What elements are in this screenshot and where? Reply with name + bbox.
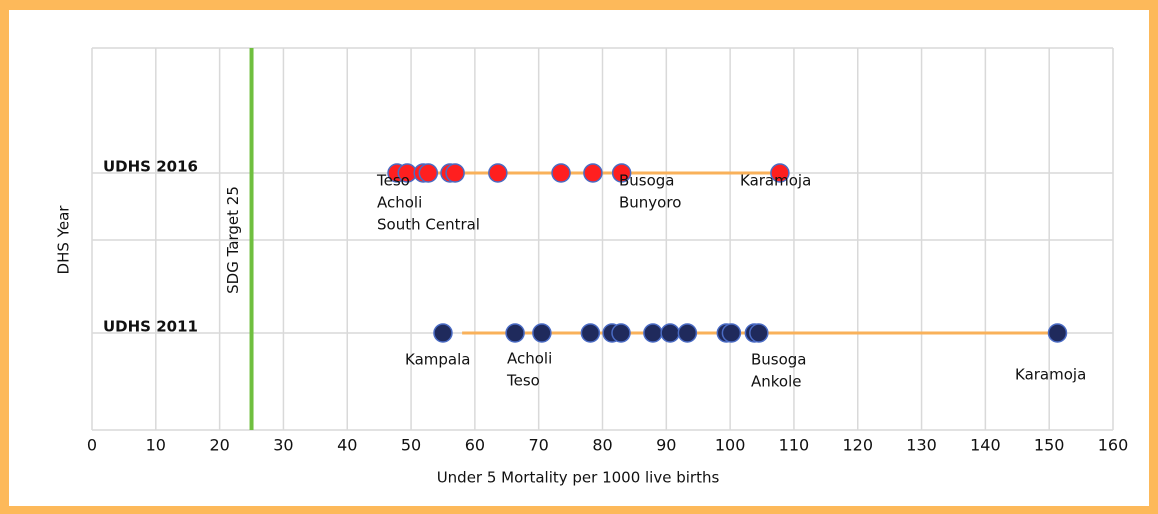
chart-area: [9, 10, 1149, 506]
x-tick-label: 120: [842, 436, 873, 455]
dot: [660, 323, 680, 343]
target-label: SDG Target 25: [224, 186, 242, 294]
annotation: Teso: [506, 372, 540, 390]
annotation: Karamoja: [1015, 366, 1086, 384]
dot: [677, 323, 698, 343]
dot: [488, 163, 508, 183]
x-tick-label: 160: [1098, 436, 1129, 455]
annotation: Busoga: [751, 351, 807, 369]
dot: [551, 163, 571, 183]
dot: [643, 323, 663, 343]
annotation: South Central: [377, 216, 480, 234]
x-tick-label: 80: [592, 436, 612, 455]
x-tick-label: 90: [656, 436, 676, 455]
dot: [770, 163, 790, 183]
dot: [611, 163, 632, 183]
dot: [583, 163, 603, 183]
x-tick-label: 20: [209, 436, 229, 455]
dot: [749, 323, 769, 343]
y-tick-label: UDHS 2011: [103, 318, 198, 336]
dot: [505, 323, 525, 343]
annotation: Kampala: [405, 351, 470, 369]
annotation: Bunyoro: [619, 194, 681, 212]
annotation: Karamoja: [740, 172, 811, 190]
x-tick-label: 50: [401, 436, 421, 455]
annotation: Ankole: [751, 373, 802, 391]
x-tick-label: 40: [337, 436, 357, 455]
x-tick-label: 150: [1034, 436, 1065, 455]
dot: [418, 163, 439, 183]
x-tick-label: 30: [273, 436, 293, 455]
dot: [433, 323, 453, 343]
x-tick-label: 10: [146, 436, 166, 455]
x-axis-title: Under 5 Mortality per 1000 live births: [437, 469, 720, 487]
x-tick-label: 70: [529, 436, 549, 455]
x-tick-label: 100: [715, 436, 746, 455]
dot: [532, 323, 552, 343]
x-tick-label: 60: [465, 436, 485, 455]
annotation: Acholi: [377, 194, 422, 212]
y-tick-label: UDHS 2016: [103, 158, 198, 176]
dot: [580, 323, 601, 343]
dot: [721, 323, 742, 343]
annotation: Busoga: [619, 172, 675, 190]
dot: [1047, 323, 1068, 343]
annotation: Acholi: [507, 350, 552, 368]
annotation: Teso: [376, 172, 410, 190]
x-tick-label: 140: [970, 436, 1001, 455]
x-tick-label: 130: [906, 436, 937, 455]
x-tick-label: 0: [87, 436, 97, 455]
x-tick-label: 110: [779, 436, 810, 455]
dot: [445, 163, 465, 183]
y-axis-title: DHS Year: [55, 205, 73, 275]
dot: [611, 323, 631, 343]
